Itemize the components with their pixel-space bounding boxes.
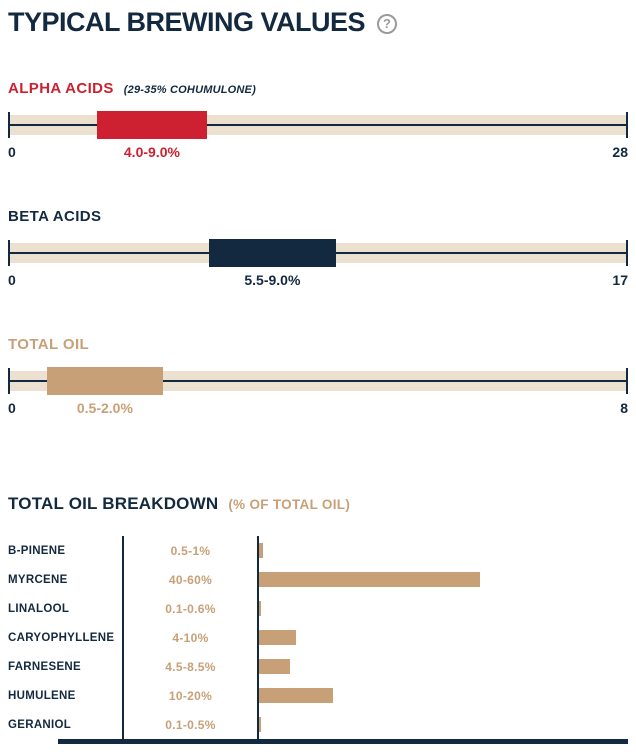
breakdown-bar-track (257, 565, 628, 594)
total-oil-breakdown-subtitle: (% OF TOTAL OIL) (228, 497, 351, 512)
breakdown-bar (259, 688, 333, 703)
total-oil-range-label: 0.5-2.0% (76, 400, 133, 416)
breakdown-range-value: 0.5-1% (122, 536, 257, 565)
alpha-acids-section: ALPHA ACIDS (29-35% COHUMULONE) 0 4.0-9.… (8, 80, 628, 162)
breakdown-bar-track (257, 623, 628, 652)
range-midline (8, 380, 628, 382)
axis-min-label: 0 (8, 144, 16, 160)
beta-acids-axis-labels: 0 5.5-9.0% 17 (8, 272, 628, 290)
total-oil-breakdown-title: TOTAL OIL BREAKDOWN (8, 494, 219, 513)
breakdown-component-label: LINALOOL (8, 602, 70, 615)
breakdown-bar-track (257, 681, 628, 710)
total-oil-header: TOTAL OIL (8, 336, 628, 354)
breakdown-row: B-PINENE 0.5-1% (8, 536, 628, 565)
breakdown-bar-track (257, 710, 628, 739)
breakdown-component-label: HUMULENE (8, 689, 76, 702)
breakdown-row: LINALOOL 0.1-0.6% (8, 594, 628, 623)
range-min-tick (8, 112, 10, 138)
axis-min-label: 0 (8, 400, 16, 416)
breakdown-bar-track (257, 536, 628, 565)
beta-acids-range-label: 5.5-9.0% (244, 272, 301, 288)
chart-baseline (58, 739, 628, 744)
axis-min-label: 0 (8, 272, 16, 288)
beta-acids-range-bar (8, 239, 628, 267)
breakdown-component-label: FARNESENE (8, 660, 81, 673)
axis-max-label: 17 (612, 272, 628, 288)
breakdown-bar (259, 717, 261, 732)
range-max-tick (626, 368, 628, 394)
total-oil-axis-labels: 0 0.5-2.0% 8 (8, 400, 628, 418)
breakdown-bar (259, 659, 291, 674)
beta-acids-range-fill (208, 239, 337, 267)
breakdown-component-label: CARYOPHYLLENE (8, 631, 115, 644)
breakdown-range-value: 4-10% (122, 623, 257, 652)
total-oil-breakdown-section: TOTAL OIL BREAKDOWN (% OF TOTAL OIL) B-P… (8, 494, 628, 744)
page-title: TYPICAL BREWING VALUES (8, 7, 366, 37)
beta-acids-section: BETA ACIDS 0 5.5-9.0% 17 (8, 208, 628, 290)
breakdown-row: HUMULENE 10-20% (8, 681, 628, 710)
breakdown-row: CARYOPHYLLENE 4-10% (8, 623, 628, 652)
alpha-acids-title: ALPHA ACIDS (8, 80, 114, 97)
total-oil-range-fill (46, 367, 163, 395)
page-header: TYPICAL BREWING VALUES ? (8, 6, 628, 38)
breakdown-bar (259, 630, 296, 645)
breakdown-range-value: 4.5-8.5% (122, 652, 257, 681)
breakdown-bar (259, 572, 481, 587)
range-min-tick (8, 240, 10, 266)
breakdown-bar-track (257, 594, 628, 623)
breakdown-row: FARNESENE 4.5-8.5% (8, 652, 628, 681)
breakdown-bar (259, 543, 263, 558)
breakdown-component-label: MYRCENE (8, 573, 68, 586)
breakdown-bar-track (257, 652, 628, 681)
beta-acids-header: BETA ACIDS (8, 208, 628, 226)
total-oil-title: TOTAL OIL (8, 336, 90, 353)
breakdown-range-value: 0.1-0.5% (122, 710, 257, 739)
total-oil-breakdown-header: TOTAL OIL BREAKDOWN (% OF TOTAL OIL) (8, 494, 628, 514)
total-oil-section: TOTAL OIL 0 0.5-2.0% 8 (8, 336, 628, 418)
alpha-acids-range-label: 4.0-9.0% (123, 144, 180, 160)
breakdown-row: GERANIOL 0.1-0.5% (8, 710, 628, 739)
beta-acids-title: BETA ACIDS (8, 208, 102, 225)
range-max-tick (626, 240, 628, 266)
alpha-acids-cohumulone-note: (29-35% COHUMULONE) (123, 84, 256, 96)
alpha-acids-axis-labels: 0 4.0-9.0% 28 (8, 144, 628, 162)
axis-max-label: 8 (620, 400, 628, 416)
breakdown-row: MYRCENE 40-60% (8, 565, 628, 594)
range-min-tick (8, 368, 10, 394)
breakdown-range-value: 0.1-0.6% (122, 594, 257, 623)
axis-max-label: 28 (612, 144, 628, 160)
range-max-tick (626, 112, 628, 138)
range-midline (8, 124, 628, 126)
breakdown-rows: B-PINENE 0.5-1% MYRCENE 40-60% LINALOOL … (8, 536, 628, 739)
total-oil-breakdown-chart: B-PINENE 0.5-1% MYRCENE 40-60% LINALOOL … (8, 536, 628, 744)
help-icon[interactable]: ? (377, 13, 398, 34)
alpha-acids-range-fill (96, 111, 208, 139)
breakdown-range-value: 40-60% (122, 565, 257, 594)
breakdown-component-label: B-PINENE (8, 544, 66, 557)
breakdown-bar (259, 601, 262, 616)
breakdown-component-label: GERANIOL (8, 718, 72, 731)
alpha-acids-range-bar (8, 111, 628, 139)
alpha-acids-header: ALPHA ACIDS (29-35% COHUMULONE) (8, 80, 628, 98)
breakdown-range-value: 10-20% (122, 681, 257, 710)
total-oil-range-bar (8, 367, 628, 395)
